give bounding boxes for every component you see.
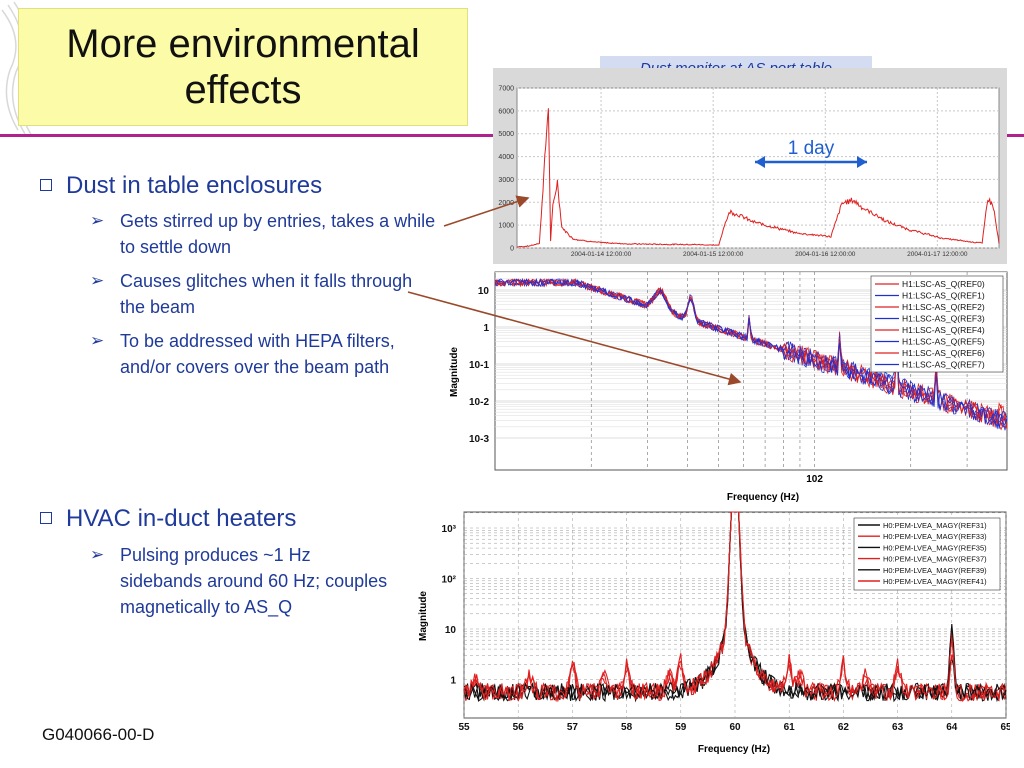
- legend-entry: H0:PEM-LVEA_MAGY(REF35): [883, 543, 987, 552]
- sub-bullet-text: Pulsing produces ~1 Hz sidebands around …: [120, 545, 388, 617]
- y-tick-label: 10-1: [469, 360, 489, 371]
- x-tick-label: 2004-01-14 12:00:00: [571, 251, 632, 258]
- y-axis-label: Magnitude: [449, 347, 460, 397]
- legend-entry: H1:LSC-AS_Q(REF4): [902, 325, 985, 335]
- x-tick-label: 64: [946, 722, 958, 733]
- y-tick-label: 10³: [442, 524, 457, 535]
- x-tick-label: 56: [513, 722, 525, 733]
- bullet-text: HVAC in-duct heaters: [66, 505, 297, 532]
- sub-bullet-text: Gets stirred up by entries, takes a whil…: [120, 211, 436, 257]
- y-tick-labels: 10³ 10² 10 1: [442, 524, 457, 687]
- sub-bullet: ➢ Gets stirred up by entries, takes a wh…: [90, 208, 450, 260]
- sub-bullet: ➢ Causes glitches when it falls through …: [90, 268, 420, 320]
- y-tick-label: 2000: [498, 200, 514, 207]
- legend-entry: H0:PEM-LVEA_MAGY(REF33): [883, 532, 987, 541]
- legend-entry: H0:PEM-LVEA_MAGY(REF37): [883, 555, 987, 564]
- x-tick-label: 57: [567, 722, 579, 733]
- legend-entry: H0:PEM-LVEA_MAGY(REF41): [883, 577, 987, 586]
- legend-entry: H1:LSC-AS_Q(REF7): [902, 360, 985, 370]
- arrow-bullet-icon: ➢: [90, 545, 105, 564]
- y-tick-label: 1: [450, 676, 456, 687]
- y-tick-label: 5000: [498, 131, 514, 138]
- legend-entry: H1:LSC-AS_Q(REF0): [902, 279, 985, 289]
- legend: H0:PEM-LVEA_MAGY(REF31) H0:PEM-LVEA_MAGY(…: [853, 517, 1001, 591]
- y-tick-label: 3000: [498, 177, 514, 184]
- y-tick-label: 1: [483, 323, 489, 334]
- legend-entry: H1:LSC-AS_Q(REF3): [902, 314, 985, 324]
- x-tick-label: 61: [784, 722, 796, 733]
- legend-entry: H0:PEM-LVEA_MAGY(REF39): [883, 566, 987, 575]
- y-tick-label: 1000: [498, 223, 514, 230]
- x-tick-label: 102: [806, 474, 823, 485]
- series: [463, 511, 1007, 703]
- legend-box: [853, 517, 1001, 591]
- sub-bullet-text: To be addressed with HEPA filters, and/o…: [120, 331, 395, 377]
- y-tick-label: 10: [445, 625, 457, 636]
- legend-entry: H1:LSC-AS_Q(REF2): [902, 302, 985, 312]
- y-axis-label: Magnitude: [418, 591, 429, 641]
- x-tick-label: 2004-01-15 12:00:00: [683, 251, 744, 258]
- asq-spectrum-chart: 10 1 10-1 10-2 10-3 102 Frequency (Hz) Magni…: [443, 268, 1009, 506]
- y-tick-label: 10: [478, 286, 490, 297]
- title-box: More environmental effects: [18, 8, 468, 126]
- x-tick-label: 60: [729, 722, 741, 733]
- bullet-hvac: HVAC in-duct heaters: [40, 505, 296, 533]
- x-axis-label: Frequency (Hz): [727, 492, 799, 503]
- checkbox-bullet-icon: [40, 179, 52, 191]
- doc-id-footer: G040066-00-D: [42, 725, 155, 744]
- legend: H1:LSC-AS_Q(REF0)H1:LSC-AS_Q(REF1)H1:LSC…: [870, 275, 1004, 373]
- plot-area: [516, 87, 1000, 249]
- x-axis-label: Frequency (Hz): [698, 744, 770, 755]
- legend-entry: H0:PEM-LVEA_MAGY(REF31): [883, 521, 987, 530]
- asq-series-line: [494, 278, 1008, 429]
- x-tick-label: 2004-01-17 12:00:00: [907, 251, 968, 258]
- x-tick-labels: 2004-01-14 12:00:00 2004-01-15 12:00:00 20…: [571, 251, 968, 258]
- sub-bullet-text: Causes glitches when it falls through th…: [120, 271, 413, 317]
- bullet-text: Dust in table enclosures: [66, 172, 323, 199]
- y-tick-label: 6000: [498, 108, 514, 115]
- legend-box: [870, 275, 1004, 373]
- x-tick-label: 58: [621, 722, 633, 733]
- x-tick-label: 2004-01-16 12:00:00: [795, 251, 856, 258]
- legend-entry: H1:LSC-AS_Q(REF5): [902, 337, 985, 347]
- dust-series-line: [516, 108, 1000, 248]
- y-tick-label: 10-2: [469, 397, 489, 408]
- x-tick-label: 59: [675, 722, 687, 733]
- series: [516, 108, 1000, 248]
- slide-title: More environmental effects: [66, 22, 420, 112]
- grid: [517, 87, 999, 249]
- bullet-dust: Dust in table enclosures: [40, 172, 322, 200]
- y-tick-label: 4000: [498, 154, 514, 161]
- x-tick-labels: 55 56 57 58 59 60 61 62 63 64 65: [458, 722, 1010, 733]
- checkbox-bullet-icon: [40, 512, 52, 524]
- x-tick-label: 63: [892, 722, 904, 733]
- arrow-bullet-icon: ➢: [90, 331, 105, 350]
- sub-bullet: ➢ To be addressed with HEPA filters, and…: [90, 328, 420, 380]
- y-tick-label: 10²: [442, 575, 457, 586]
- day-label: 1 day: [788, 138, 835, 159]
- magy-series-line: [463, 511, 1007, 703]
- y-tick-label: 0: [510, 246, 514, 253]
- sub-bullet: ➢ Pulsing produces ~1 Hz sidebands aroun…: [90, 542, 390, 620]
- x-tick-label: 65: [1000, 722, 1010, 733]
- magy-spectrum-chart: 10³ 10² 10 1 55 56 57 58 59 60 61 62 63 64 65 Frequen…: [414, 506, 1010, 760]
- legend-entry: H1:LSC-AS_Q(REF6): [902, 348, 985, 358]
- legend-entry: H1:LSC-AS_Q(REF1): [902, 291, 985, 301]
- y-tick-label: 7000: [498, 86, 514, 93]
- series: [494, 277, 1008, 431]
- arrow-bullet-icon: ➢: [90, 211, 105, 230]
- dust-monitor-chart: 0 1000 2000 3000 4000 5000 6000 7000 2004-01-14…: [493, 68, 1007, 264]
- x-tick-label: 55: [458, 722, 470, 733]
- x-tick-label: 62: [838, 722, 850, 733]
- y-tick-label: 10-3: [469, 434, 489, 445]
- arrow-bullet-icon: ➢: [90, 271, 105, 290]
